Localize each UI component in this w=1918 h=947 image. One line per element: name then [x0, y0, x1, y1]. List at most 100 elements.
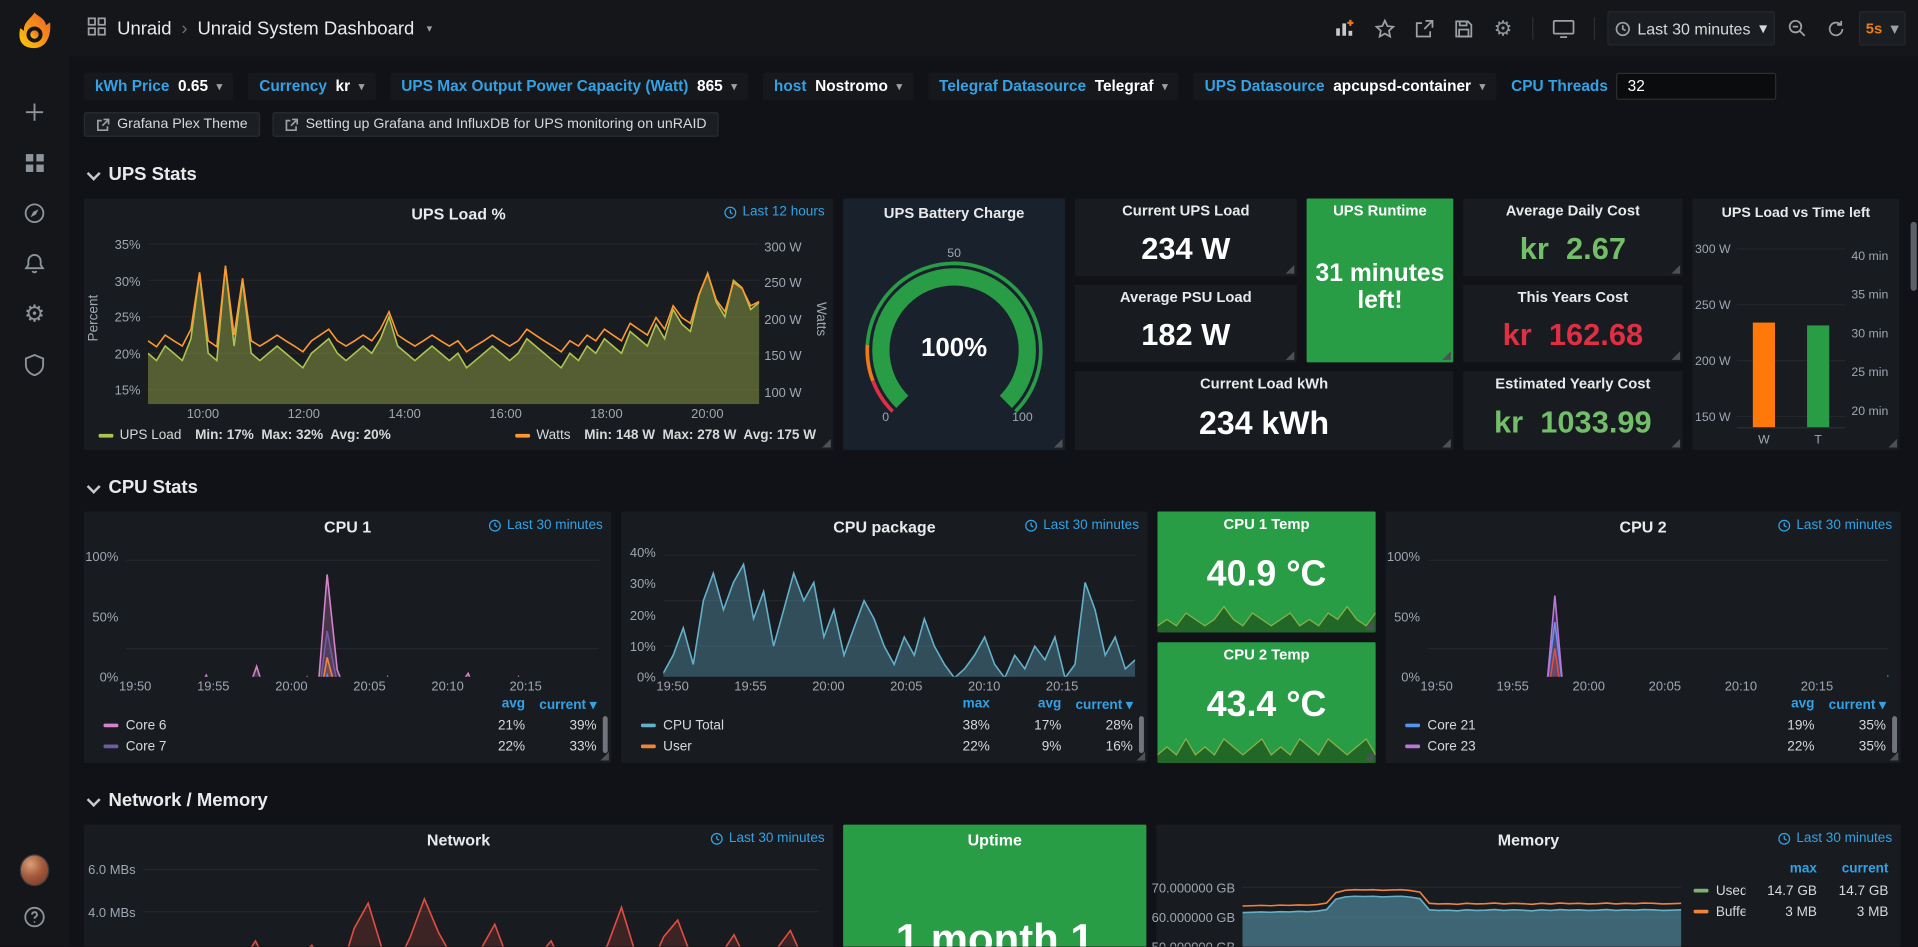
server-admin-icon[interactable]	[20, 350, 50, 380]
breadcrumb-folder[interactable]: Unraid	[117, 17, 172, 39]
chart-plot-area[interactable]	[125, 546, 600, 677]
configuration-icon[interactable]: ⚙	[20, 300, 50, 330]
axis-tick: 70.000000 GB	[1151, 881, 1236, 896]
legend-row[interactable]: Core 21 19% 35%	[1405, 715, 1886, 736]
cpu-threads-input[interactable]	[1616, 72, 1777, 100]
user-avatar[interactable]	[19, 854, 50, 887]
legend-column-header[interactable]: current	[1841, 861, 1889, 877]
settings-icon[interactable]: ⚙	[1486, 11, 1521, 46]
legend-column-header[interactable]: current ▾	[1828, 697, 1886, 713]
legend-column-header[interactable]: current ▾	[539, 697, 597, 713]
section-cpu-stats[interactable]: CPU Stats	[84, 472, 1903, 502]
panel-title-bar[interactable]: Current UPS Load	[1075, 198, 1297, 223]
panel-time-range[interactable]: Last 30 minutes	[710, 831, 825, 846]
variable-currency[interactable]: Currency kr ▾	[248, 72, 376, 100]
dashboard-link-plex-theme[interactable]: Grafana Plex Theme	[83, 112, 260, 137]
chart-plot-area[interactable]	[663, 546, 1136, 677]
chart-plot-area[interactable]	[1427, 546, 1889, 677]
panel-title-bar[interactable]: Memory Last 30 minutes	[1156, 825, 1901, 855]
legend-row[interactable]: Buffered3 MB3 MB	[1693, 901, 1888, 922]
axis-tick: 100%	[1386, 549, 1421, 565]
panel-title-bar[interactable]: Average PSU Load	[1075, 285, 1297, 310]
refresh-icon[interactable]	[1819, 11, 1854, 46]
variable-ups-max-output[interactable]: UPS Max Output Power Capacity (Watt) 865…	[390, 72, 749, 100]
breadcrumb-dashboard[interactable]: Unraid System Dashboard	[197, 17, 415, 39]
x-axis-ticks: 10:00 12:00 14:00 16:00 18:00 20:00	[148, 404, 759, 422]
zoom-out-icon[interactable]	[1779, 11, 1814, 46]
panel-time-range[interactable]: Last 30 minutes	[1778, 518, 1892, 533]
legend-column-header[interactable]: current ▾	[1075, 697, 1133, 713]
refresh-interval-picker[interactable]: 5s ▾	[1858, 11, 1906, 46]
alerting-icon[interactable]	[20, 249, 50, 279]
panel-title-bar[interactable]: This Years Cost	[1463, 285, 1682, 310]
add-panel-icon[interactable]	[1328, 11, 1363, 46]
dashboard-link-ups-monitoring[interactable]: Setting up Grafana and InfluxDB for UPS …	[272, 112, 719, 137]
variable-telegraf-datasource[interactable]: Telegraf Datasource Telegraf ▾	[927, 72, 1179, 100]
legend-scrollbar[interactable]	[602, 716, 608, 754]
stat-value: kr 2.67	[1519, 231, 1626, 267]
panel-title-bar[interactable]: Uptime	[843, 825, 1146, 855]
chart-plot-area[interactable]	[147, 233, 760, 405]
panel-time-range[interactable]: Last 30 minutes	[489, 518, 603, 533]
variable-value[interactable]: 0.65 ▾	[178, 77, 223, 95]
variable-host[interactable]: host Nostromo ▾	[762, 72, 914, 100]
legend-column-header[interactable]: avg	[1791, 696, 1815, 712]
time-range-picker[interactable]: Last 30 minutes ▾	[1607, 11, 1775, 46]
panel-title-bar[interactable]: Network Last 30 minutes	[84, 825, 833, 855]
legend-column-header[interactable]: avg	[501, 696, 526, 712]
panel-title-bar[interactable]: UPS Load % Last 12 hours	[84, 198, 833, 228]
explore-icon[interactable]	[20, 198, 50, 228]
share-icon[interactable]	[1407, 11, 1442, 46]
section-ups-stats[interactable]: UPS Stats	[84, 159, 1903, 189]
grafana-logo[interactable]	[10, 6, 59, 55]
legend-row[interactable]: Core 7 22% 33%	[103, 736, 597, 757]
cycle-view-icon[interactable]	[1546, 11, 1582, 46]
panel-title-bar[interactable]: CPU 1 Temp	[1157, 512, 1375, 537]
legend-row[interactable]: Core 6 21% 39%	[103, 715, 597, 736]
panel-title-bar[interactable]: Estimated Yearly Cost	[1463, 371, 1682, 396]
legend-item[interactable]: UPS Load Min: 17% Max: 32% Avg: 20%	[98, 428, 391, 443]
legend-column-header[interactable]: avg	[1037, 696, 1062, 712]
legend-item[interactable]: Watts Min: 148 W Max: 278 W Avg: 175 W	[515, 428, 816, 443]
dashboard-dropdown-caret[interactable]: ▾	[426, 21, 433, 34]
panel-time-range[interactable]: Last 12 hours	[724, 205, 825, 219]
chart-plot-area[interactable]	[142, 859, 819, 947]
legend-row[interactable]: Core 23 22% 35%	[1405, 736, 1886, 757]
legend-column-header[interactable]: max	[1789, 861, 1817, 877]
create-icon[interactable]	[20, 97, 50, 127]
variable-value[interactable]: 865 ▾	[697, 77, 737, 95]
panel-title-bar[interactable]: UPS Battery Charge	[843, 198, 1065, 228]
dashboards-icon[interactable]	[20, 148, 50, 178]
variable-value[interactable]: kr ▾	[335, 77, 365, 95]
page-scrollbar[interactable]	[1909, 57, 1918, 947]
variable-value[interactable]: Nostromo ▾	[815, 77, 903, 95]
legend-column-header[interactable]: max	[962, 696, 990, 712]
bar-chart-plot[interactable]: 300 W 250 W 200 W 150 W 40 min 35 min 30 min 25…	[1692, 228, 1899, 450]
save-icon[interactable]	[1446, 11, 1481, 46]
variable-value[interactable]: apcupsd-container ▾	[1333, 77, 1486, 95]
panel-title-bar[interactable]: CPU 2 Last 30 minutes	[1385, 512, 1900, 542]
help-icon[interactable]	[20, 902, 50, 932]
section-network-memory[interactable]: Network / Memory	[84, 785, 1903, 815]
legend-scrollbar[interactable]	[1892, 716, 1898, 754]
panel-title-bar[interactable]: UPS Runtime	[1307, 198, 1454, 223]
legend-row[interactable]: User 22% 9% 16%	[640, 736, 1133, 757]
variable-value[interactable]: Telegraf ▾	[1094, 77, 1168, 95]
panel-time-range[interactable]: Last 30 minutes	[1778, 831, 1892, 846]
legend-row[interactable]: CPU Total 38% 17% 28%	[640, 715, 1133, 736]
panel-title-bar[interactable]: Average Daily Cost	[1463, 198, 1682, 223]
variable-kwh-price[interactable]: kWh Price 0.65 ▾	[83, 72, 234, 100]
legend-row[interactable]: Used 14.7 GB 14.7 GB	[1693, 880, 1888, 901]
panel-title-bar[interactable]: CPU 2 Temp	[1157, 642, 1375, 667]
legend-scrollbar[interactable]	[1138, 716, 1144, 754]
panel-title-bar[interactable]: UPS Load vs Time left	[1692, 198, 1899, 228]
panel-title-bar[interactable]: CPU 1 Last 30 minutes	[84, 512, 612, 542]
panel-title-bar[interactable]: CPU package Last 30 minutes	[621, 512, 1147, 542]
panel-time-range[interactable]: Last 30 minutes	[1025, 518, 1139, 533]
panel-title-bar[interactable]: Current Load kWh	[1075, 371, 1453, 396]
scrollbar-thumb[interactable]	[1910, 221, 1917, 291]
star-icon[interactable]	[1367, 11, 1402, 46]
battery-gauge[interactable]: 0 50 100 100%	[843, 228, 1065, 450]
chart-plot-area[interactable]	[1242, 859, 1682, 947]
variable-ups-datasource[interactable]: UPS Datasource apcupsd-container ▾	[1193, 72, 1497, 100]
